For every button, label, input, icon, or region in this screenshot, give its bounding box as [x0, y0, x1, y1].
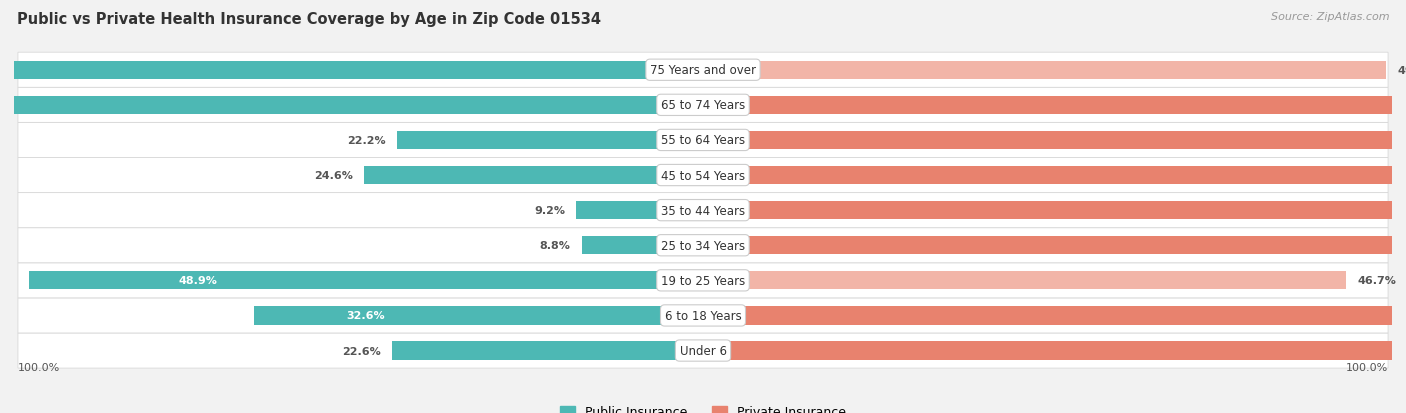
Text: Under 6: Under 6 — [679, 344, 727, 357]
Text: 6 to 18 Years: 6 to 18 Years — [665, 309, 741, 322]
Bar — [0, 62, 703, 80]
FancyBboxPatch shape — [18, 193, 1388, 228]
Text: 49.6%: 49.6% — [1398, 66, 1406, 76]
Bar — [703, 97, 1406, 115]
Text: Public vs Private Health Insurance Coverage by Age in Zip Code 01534: Public vs Private Health Insurance Cover… — [17, 12, 600, 27]
Bar — [703, 342, 1406, 360]
Text: 45 to 54 Years: 45 to 54 Years — [661, 169, 745, 182]
Bar — [254, 306, 703, 325]
Bar — [703, 237, 1406, 255]
Text: 48.9%: 48.9% — [179, 275, 217, 286]
Bar — [364, 166, 703, 185]
Text: 24.6%: 24.6% — [314, 171, 353, 180]
Bar — [703, 62, 1386, 80]
Text: 46.7%: 46.7% — [1358, 275, 1396, 286]
Text: 100.0%: 100.0% — [1346, 362, 1388, 372]
Text: 25 to 34 Years: 25 to 34 Years — [661, 239, 745, 252]
FancyBboxPatch shape — [18, 88, 1388, 123]
Bar — [396, 131, 703, 150]
Text: 32.6%: 32.6% — [347, 311, 385, 320]
FancyBboxPatch shape — [18, 53, 1388, 88]
FancyBboxPatch shape — [18, 263, 1388, 298]
Text: 55 to 64 Years: 55 to 64 Years — [661, 134, 745, 147]
Text: 9.2%: 9.2% — [534, 206, 565, 216]
Text: 8.8%: 8.8% — [540, 241, 571, 251]
Text: 19 to 25 Years: 19 to 25 Years — [661, 274, 745, 287]
FancyBboxPatch shape — [18, 228, 1388, 263]
Text: 35 to 44 Years: 35 to 44 Years — [661, 204, 745, 217]
FancyBboxPatch shape — [18, 298, 1388, 333]
Bar — [703, 272, 1347, 290]
Bar — [392, 342, 703, 360]
Bar — [703, 306, 1406, 325]
Bar — [0, 97, 703, 115]
Bar — [582, 237, 703, 255]
Bar — [30, 272, 703, 290]
Bar — [703, 131, 1406, 150]
FancyBboxPatch shape — [18, 333, 1388, 368]
FancyBboxPatch shape — [18, 158, 1388, 193]
Text: Source: ZipAtlas.com: Source: ZipAtlas.com — [1271, 12, 1389, 22]
FancyBboxPatch shape — [18, 123, 1388, 158]
Text: 65 to 74 Years: 65 to 74 Years — [661, 99, 745, 112]
Text: 22.6%: 22.6% — [342, 346, 381, 356]
Bar — [576, 202, 703, 220]
Text: 22.2%: 22.2% — [347, 135, 387, 146]
Bar — [703, 166, 1406, 185]
Text: 100.0%: 100.0% — [18, 362, 60, 372]
Legend: Public Insurance, Private Insurance: Public Insurance, Private Insurance — [555, 401, 851, 413]
Bar — [703, 202, 1406, 220]
Text: 75 Years and over: 75 Years and over — [650, 64, 756, 77]
